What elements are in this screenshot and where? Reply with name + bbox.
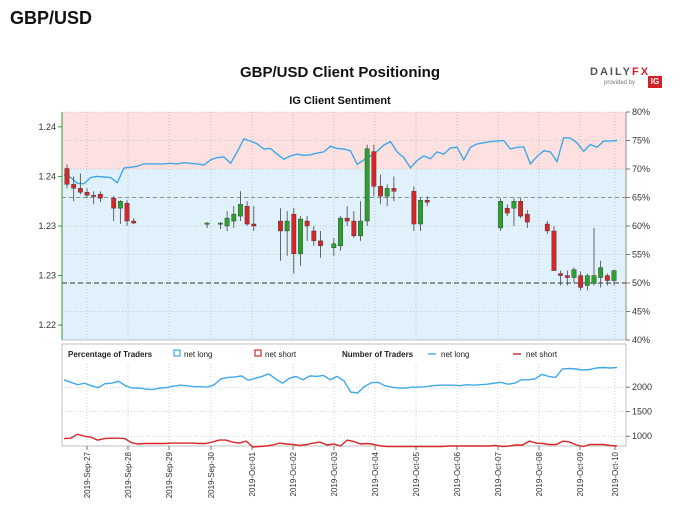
candle-body — [65, 169, 69, 185]
left-axis-tick-label: 1.24 — [38, 122, 56, 132]
right-percent-axis: 80% 75% 70% 65% 60% 55% 50% 45% 40% — [626, 107, 650, 345]
candle-body — [358, 221, 362, 236]
candle-body — [352, 221, 356, 236]
date-axis-tick-label: 2019-Oct-06 — [453, 451, 462, 496]
left-axis-tick-label: 1.24 — [38, 171, 56, 181]
candle-body — [118, 201, 122, 208]
count-axis-tick-label: 2000 — [632, 382, 652, 392]
right-axis-tick-label: 45% — [632, 307, 650, 317]
sentiment-chart: 1.24 1.24 1.23 1.23 1.22 80% 75% 70% 65% 60% 55% 5… — [0, 0, 680, 512]
candle-body — [385, 188, 389, 196]
candle-body — [232, 214, 236, 221]
candle-body — [245, 206, 249, 224]
legend-num-short-label: net short — [526, 350, 558, 359]
candle-body — [418, 200, 422, 224]
date-axis-tick-label: 2019-Oct-10 — [611, 451, 620, 496]
candle-body — [132, 221, 136, 223]
candle-body — [392, 188, 396, 191]
candle-body — [345, 218, 349, 221]
candle-body — [498, 201, 502, 228]
candle-body — [565, 276, 569, 278]
candle-body — [125, 203, 129, 221]
trader-count-axis: 2000 1500 1000 — [626, 382, 652, 441]
candle-body — [278, 221, 282, 231]
legend-pct-long-label: net long — [184, 350, 212, 359]
left-axis-tick-label: 1.23 — [38, 221, 56, 231]
candle-body — [111, 198, 115, 208]
candle-body — [572, 270, 576, 278]
candle-body — [252, 224, 256, 226]
candle-body — [298, 219, 302, 254]
date-axis: 2019-Sep-27 2019-Sep-28 2019-Sep-29 2019-Se… — [83, 446, 620, 498]
candle-body — [318, 241, 322, 246]
candle-body — [525, 214, 529, 222]
lower-plot-frame — [62, 344, 626, 446]
candle-body — [552, 231, 556, 271]
candle-body — [312, 231, 316, 241]
candle-body — [338, 218, 342, 246]
candle-body — [225, 218, 229, 226]
date-axis-tick-label: 2019-Sep-30 — [207, 451, 216, 498]
date-axis-tick-label: 2019-Sep-27 — [83, 451, 92, 498]
candle-body — [205, 223, 209, 224]
candle-body — [412, 191, 416, 224]
legend-num-long-label: net long — [441, 350, 469, 359]
left-axis-tick-label: 1.23 — [38, 271, 56, 281]
date-axis-tick-label: 2019-Oct-02 — [289, 451, 298, 496]
candle-body — [85, 192, 89, 195]
left-axis-tick-label: 1.22 — [38, 320, 56, 330]
candle-body — [71, 184, 75, 188]
candle-body — [365, 149, 369, 221]
candle-body — [238, 204, 242, 216]
candle-body — [98, 194, 102, 198]
date-axis-tick-label: 2019-Sep-28 — [124, 451, 133, 498]
candle-body — [218, 223, 222, 224]
right-axis-tick-label: 60% — [632, 221, 650, 231]
candle-body — [285, 221, 289, 231]
right-axis-tick-label: 70% — [632, 164, 650, 174]
candle-body — [612, 271, 616, 281]
right-axis-tick-label: 75% — [632, 136, 650, 146]
candle-body — [578, 276, 582, 288]
candle-body — [505, 208, 509, 213]
candle-body — [332, 244, 336, 248]
candle-body — [78, 188, 82, 192]
candle-body — [585, 276, 589, 286]
right-axis-tick-label: 55% — [632, 250, 650, 260]
date-axis-tick-label: 2019-Sep-29 — [165, 451, 174, 498]
right-axis-tick-label: 65% — [632, 193, 650, 203]
count-axis-tick-label: 1000 — [632, 431, 652, 441]
candle-body — [558, 274, 562, 276]
candle-body — [598, 268, 602, 278]
candle-body — [91, 195, 95, 196]
date-axis-tick-label: 2019-Oct-03 — [330, 451, 339, 496]
right-axis-tick-label: 80% — [632, 107, 650, 117]
right-axis-tick-label: 50% — [632, 278, 650, 288]
candle-body — [305, 221, 309, 226]
date-axis-tick-label: 2019-Oct-05 — [412, 451, 421, 496]
legend-number-title: Number of Traders — [342, 350, 414, 359]
date-axis-tick-label: 2019-Oct-07 — [494, 451, 503, 496]
count-axis-tick-label: 1500 — [632, 407, 652, 417]
candle-body — [512, 201, 516, 208]
candle-body — [425, 200, 429, 202]
legend-pct-short-label: net short — [265, 350, 297, 359]
lower-plot-box — [62, 344, 626, 446]
date-axis-tick-label: 2019-Oct-04 — [371, 451, 380, 496]
candle-body — [605, 276, 609, 281]
candle-body — [545, 224, 549, 231]
candle-body — [292, 214, 296, 254]
right-axis-tick-label: 40% — [632, 335, 650, 345]
left-price-axis: 1.24 1.24 1.23 1.23 1.22 — [38, 112, 62, 340]
date-axis-tick-label: 2019-Oct-09 — [576, 451, 585, 496]
legend-percentage-title: Percentage of Traders — [68, 350, 153, 359]
date-axis-tick-label: 2019-Oct-01 — [248, 451, 257, 496]
candle-body — [378, 186, 382, 196]
date-axis-tick-label: 2019-Oct-08 — [535, 451, 544, 496]
candle-body — [592, 276, 596, 284]
candle-body — [518, 201, 522, 216]
candle-body — [372, 152, 376, 187]
